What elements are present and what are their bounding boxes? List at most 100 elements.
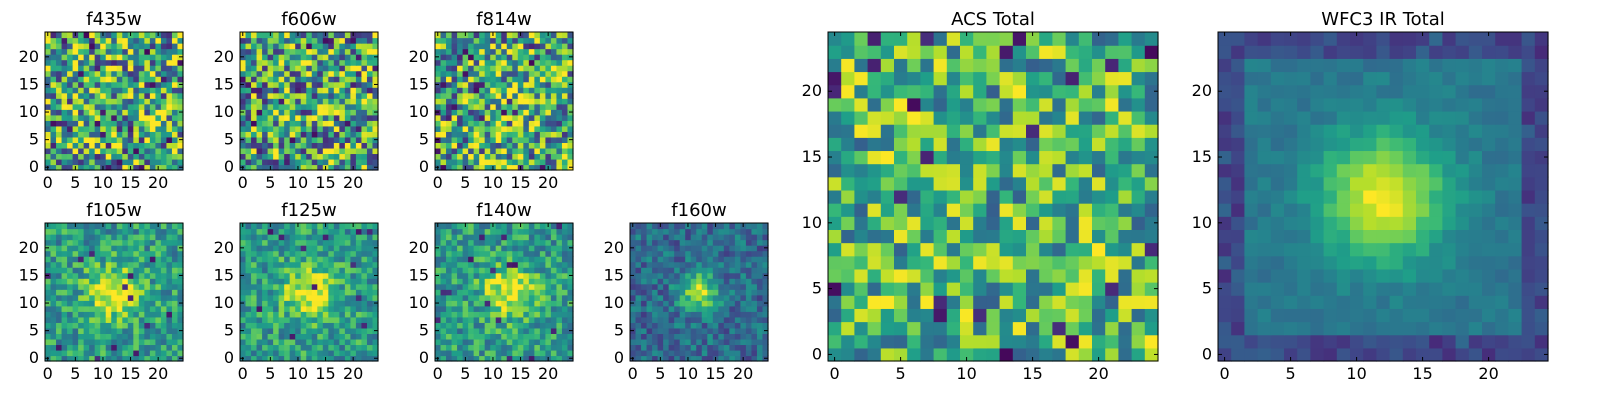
heatmap-cell <box>712 278 719 285</box>
heatmap-cell <box>155 305 162 312</box>
heatmap-cell <box>149 311 156 318</box>
heatmap-cell <box>973 189 987 204</box>
heatmap-cell <box>1131 229 1146 244</box>
heatmap-cell <box>339 245 346 252</box>
heatmap-cell <box>160 142 168 149</box>
heatmap-cell <box>462 300 469 307</box>
heatmap-cell <box>144 250 151 257</box>
heatmap-cell <box>451 87 458 94</box>
heatmap-cell <box>512 223 519 230</box>
heatmap-cell <box>361 125 368 132</box>
heatmap-cell <box>166 76 173 83</box>
heatmap-cell <box>116 87 123 94</box>
heatmap-cell <box>133 142 140 149</box>
heatmap-cell <box>273 338 280 346</box>
heatmap-cell <box>328 48 335 55</box>
heatmap-cell <box>256 338 263 346</box>
heatmap-cell <box>484 344 491 351</box>
heatmap-cell <box>561 81 569 88</box>
heatmap-cell <box>468 114 475 121</box>
heatmap-cell <box>127 76 134 83</box>
heatmap-cell <box>663 245 670 252</box>
heatmap-cell <box>440 250 447 257</box>
heatmap-cell <box>317 272 324 279</box>
heatmap-cell <box>245 32 252 39</box>
heatmap-cell <box>94 300 101 307</box>
heatmap-cell <box>100 125 107 132</box>
heatmap-cell <box>300 120 307 127</box>
heatmap-cell <box>751 261 758 268</box>
heatmap-cell <box>550 245 558 252</box>
heatmap-cell <box>111 223 118 230</box>
heatmap-cell <box>484 136 491 143</box>
heatmap-cell <box>61 355 68 362</box>
heatmap-cell <box>707 261 714 268</box>
heatmap-cell <box>473 81 480 88</box>
heatmap-cell <box>355 131 363 138</box>
heatmap-cell <box>561 272 569 279</box>
heatmap-cell <box>894 163 908 178</box>
heatmap-cell <box>366 142 374 149</box>
heatmap-cell <box>105 234 112 241</box>
heatmap-cell <box>256 43 263 50</box>
heatmap-cell <box>567 43 574 50</box>
heatmap-cell <box>111 228 118 235</box>
heatmap-cell <box>1012 255 1027 270</box>
heatmap-cell <box>468 267 475 274</box>
heatmap-cell <box>89 32 96 39</box>
heatmap-cell <box>841 321 855 336</box>
heatmap-cell <box>155 311 162 318</box>
heatmap-cell <box>328 37 335 44</box>
heatmap-cell <box>501 278 508 285</box>
heatmap-cell <box>267 98 274 105</box>
heatmap-cell <box>556 131 563 138</box>
heatmap-cell <box>328 147 335 155</box>
heatmap-cell <box>679 234 686 241</box>
heatmap-cell <box>539 311 546 318</box>
heatmap-cell <box>457 76 464 83</box>
heatmap-cell <box>451 234 458 241</box>
heatmap-cell <box>451 338 458 346</box>
heatmap-cell <box>495 65 502 72</box>
heatmap-cell <box>83 283 90 290</box>
heatmap-cell <box>854 334 869 349</box>
heatmap-cell <box>56 103 63 110</box>
heatmap-cell <box>300 327 307 334</box>
heatmap-cell <box>479 136 486 143</box>
heatmap-cell <box>94 272 101 279</box>
heatmap-cell <box>72 311 79 318</box>
heatmap-cell <box>528 109 535 116</box>
heatmap-cell <box>311 125 318 132</box>
heatmap-cell <box>718 305 725 312</box>
heatmap-cell <box>45 349 52 357</box>
heatmap-cell <box>149 300 156 307</box>
heatmap-cell <box>256 32 263 39</box>
heatmap-cell <box>550 261 558 268</box>
heatmap-cell <box>366 322 374 329</box>
heatmap-cell <box>556 344 563 351</box>
heatmap-cell <box>828 150 842 165</box>
heatmap-cell <box>322 349 329 357</box>
heatmap-cell <box>160 103 168 110</box>
heatmap-cell <box>523 294 530 301</box>
heatmap-cell <box>1078 229 1093 244</box>
heatmap-cell <box>506 81 513 88</box>
heatmap-cell <box>256 37 263 44</box>
heatmap-cell <box>284 256 291 263</box>
heatmap-cell <box>306 245 313 252</box>
heatmap-cell <box>567 37 574 44</box>
heatmap-cell <box>344 87 351 94</box>
heatmap-cell <box>94 283 101 290</box>
heatmap-cell <box>105 125 112 132</box>
heatmap-cell <box>138 300 145 307</box>
heatmap-cell <box>1131 347 1146 362</box>
heatmap-cell <box>240 125 247 132</box>
heatmap-cell <box>67 120 74 127</box>
heatmap-cell <box>245 92 252 99</box>
heatmap-cell <box>567 125 574 132</box>
heatmap-cell <box>67 59 74 66</box>
heatmap-cell <box>712 338 719 346</box>
heatmap-cell <box>523 300 530 307</box>
heatmap-cell <box>333 305 340 312</box>
